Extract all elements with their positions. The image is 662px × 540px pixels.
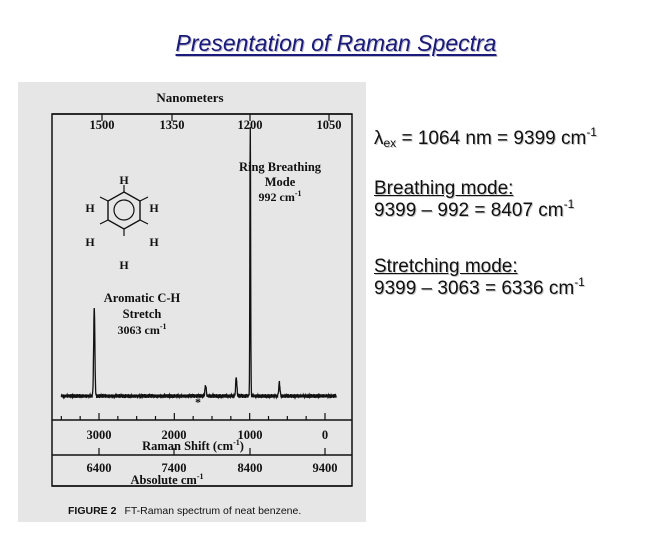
ch-bond — [139, 219, 149, 225]
stretching-heading: Stretching mode: — [374, 256, 518, 277]
aromatic-stretch-exponent: -1 — [160, 322, 167, 331]
raman-axis-label: Raman Shift (cm-1) — [142, 438, 244, 453]
breathing-heading: Breathing mode: — [374, 178, 514, 199]
absolute-tick-label: 8400 — [238, 461, 263, 475]
hydrogen-atom: H — [85, 235, 95, 249]
ring-breathing-label: Ring Breathing — [239, 160, 322, 174]
absolute-tick-label: 6400 — [87, 461, 112, 475]
lambda-subscript: ex — [383, 136, 397, 150]
top-axis-label: Nanometers — [156, 90, 223, 105]
stretching-equation-line: 9399 – 3063 = 6336 cm-1 — [374, 275, 660, 300]
absolute-axis-label: Absolute cm-1 — [131, 472, 204, 487]
ring-breathing-label: 992 cm-1 — [259, 189, 302, 204]
aromatic-stretch-value: 3063 cm — [118, 323, 160, 337]
stretching-equation: 9399 – 3063 = 6336 cm — [374, 278, 575, 299]
aromatic-stretch-label: Aromatic C-H — [104, 291, 181, 305]
hydrogen-atom: H — [149, 235, 159, 249]
absolute-axis-label-text: Absolute cm — [131, 473, 198, 487]
figure-caption-label: FIGURE 2 — [68, 505, 117, 517]
raman-axis-label-close: ) — [240, 439, 244, 453]
excitation-equation: = 1064 nm = 9399 cm — [396, 128, 587, 149]
benzene-structure: H H H H H H — [85, 173, 159, 272]
top-tick-label: 1200 — [238, 118, 263, 132]
top-tick-label: 1050 — [317, 118, 342, 132]
top-tick-label: 1350 — [160, 118, 185, 132]
absolute-tick-label: 9400 — [313, 461, 338, 475]
lambda-symbol: λ — [374, 128, 384, 149]
ch-bond — [139, 196, 149, 202]
slide-title: Presentation of Raman Spectra — [175, 30, 497, 56]
hydrogen-atom: H — [149, 201, 159, 215]
raman-tick-label: 1000 — [238, 428, 263, 442]
ring-breathing-value: 992 cm — [259, 190, 295, 204]
breathing-equation: 9399 – 992 = 8407 cm — [374, 200, 564, 221]
excitation-line: λex = 1064 nm = 9399 cm-1 — [374, 125, 660, 150]
figure-caption-text: FT-Raman spectrum of neat benzene. — [124, 505, 301, 517]
ch-bond — [99, 219, 109, 225]
aromatic-stretch-label: 3063 cm-1 — [118, 322, 167, 337]
spectrum-chart: Nanometers 1500 1350 1200 1050 3000 2000… — [51, 90, 353, 517]
raman-tick-label: 3000 — [87, 428, 112, 442]
breathing-equation-line: 9399 – 992 = 8407 cm-1 — [374, 197, 660, 222]
stretching-exponent: -1 — [574, 275, 585, 289]
calculation-notes: λex = 1064 nm = 9399 cm-1 Breathing mode… — [374, 125, 660, 300]
benzene-ring — [107, 191, 141, 230]
aromatic-circle — [113, 199, 135, 221]
excitation-exponent: -1 — [586, 125, 597, 139]
aromatic-stretch-label: Stretch — [123, 307, 162, 321]
raman-axis-label-text: Raman Shift (cm — [142, 439, 234, 453]
absolute-axis-label-exponent: -1 — [197, 472, 204, 481]
raman-tick-label: 0 — [322, 428, 328, 442]
absolute-tick-label: 7400 — [162, 461, 187, 475]
spectrum-trace — [60, 126, 337, 400]
ring-breathing-label: Mode — [265, 175, 296, 189]
impurity-marker: * — [195, 395, 201, 409]
breathing-exponent: -1 — [563, 197, 575, 211]
raman-tick-label: 2000 — [162, 428, 187, 442]
ch-bond — [99, 196, 109, 202]
hydrogen-atom: H — [119, 258, 129, 272]
ring-breathing-exponent: -1 — [295, 189, 302, 198]
top-tick-label: 1500 — [90, 118, 115, 132]
hydrogen-atom: H — [85, 201, 95, 215]
axis-ticks — [60, 114, 330, 455]
spectrum-figure: Nanometers 1500 1350 1200 1050 3000 2000… — [18, 82, 366, 522]
hydrogen-atom: H — [119, 173, 129, 187]
raman-axis-label-exponent: -1 — [233, 438, 240, 447]
figure-caption: FIGURE 2 FT-Raman spectrum of neat benzen… — [68, 505, 301, 517]
